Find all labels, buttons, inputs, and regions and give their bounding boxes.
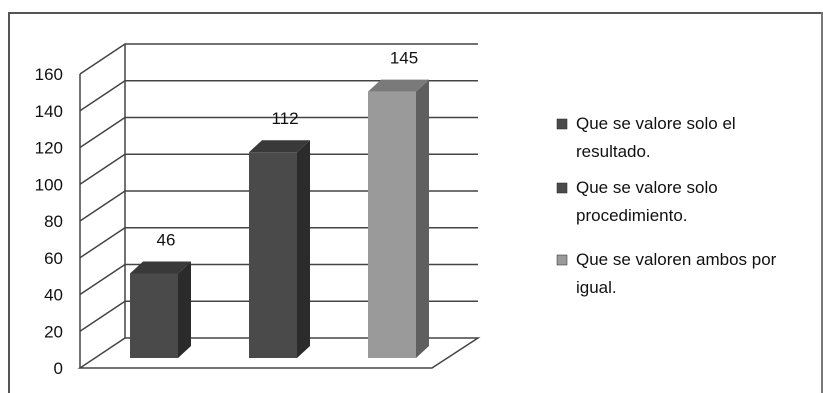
bar-side: [416, 79, 429, 358]
bar-side: [178, 261, 191, 358]
y-tick-label: 100: [35, 175, 63, 194]
y-tick-label: 0: [54, 359, 63, 378]
bar: [130, 273, 178, 358]
y-tick-label: 20: [44, 322, 63, 341]
data-label: 145: [390, 49, 418, 68]
legend-swatch: [556, 182, 568, 194]
y-tick-label: 160: [35, 65, 63, 84]
legend-entry-text: Que se valore solo el: [576, 114, 736, 133]
legend-entry-text: igual.: [576, 278, 617, 297]
gridline: [79, 43, 478, 75]
data-label: 46: [157, 230, 176, 249]
bar-side: [297, 140, 310, 358]
frame-right-border: [821, 12, 823, 393]
y-tick-label: 40: [44, 286, 63, 305]
frame-left-border: [8, 12, 10, 393]
y-tick-label: 120: [35, 139, 63, 158]
y-tick-label: 80: [44, 212, 63, 231]
y-tick-label: 140: [35, 102, 63, 121]
data-label: 112: [271, 109, 298, 128]
legend-entry-text: Que se valore solo: [576, 178, 718, 197]
legend-entry-text: Que se valoren ambos por: [576, 250, 777, 269]
bar: [249, 152, 297, 358]
frame-top-border: [8, 12, 823, 14]
legend-entry-text: procedimiento.: [576, 206, 688, 225]
legend-swatch: [556, 118, 568, 130]
legend-swatch: [556, 254, 568, 266]
bar: [368, 91, 416, 358]
bar-top: [249, 140, 310, 153]
legend-entry-text: resultado.: [576, 142, 651, 161]
y-tick-label: 60: [44, 249, 63, 268]
bar-top: [368, 79, 429, 92]
bar-top: [130, 261, 191, 274]
